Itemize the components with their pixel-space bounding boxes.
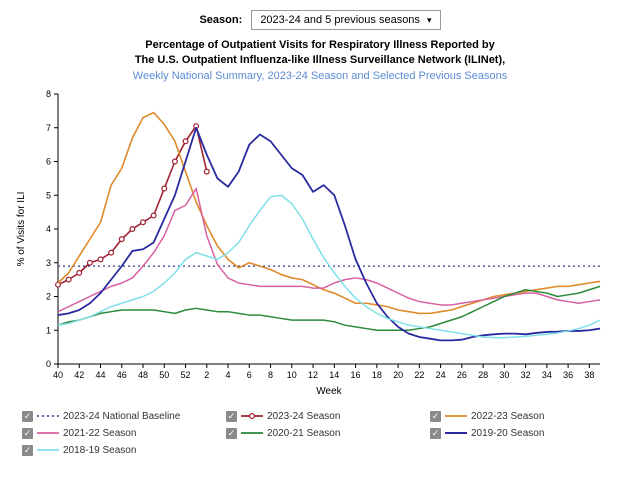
svg-text:7: 7 — [46, 122, 51, 132]
legend-label: 2022-23 Season — [471, 411, 544, 422]
legend-item-2324[interactable]: ✓ 2023-24 Season — [226, 411, 426, 422]
caret-down-icon: ▾ — [427, 15, 432, 25]
checkbox-icon: ✓ — [226, 411, 237, 422]
legend: ✓ 2023-24 National Baseline ✓ 2023-24 Se… — [10, 411, 630, 456]
svg-text:8: 8 — [46, 89, 51, 99]
svg-text:28: 28 — [478, 370, 488, 380]
legend-label: 2023-24 Season — [267, 411, 340, 422]
legend-swatch-baseline — [37, 411, 59, 421]
season-selector-row: Season: 2023-24 and 5 previous seasons ▾ — [10, 10, 630, 30]
svg-text:10: 10 — [287, 370, 297, 380]
svg-text:% of Visits for ILI: % of Visits for ILI — [16, 191, 27, 266]
legend-item-2021[interactable]: ✓ 2020-21 Season — [226, 428, 426, 439]
legend-swatch-2324 — [241, 411, 263, 421]
svg-text:6: 6 — [247, 370, 252, 380]
legend-swatch-1920 — [445, 428, 467, 438]
legend-swatch-2021 — [241, 428, 263, 438]
svg-text:20: 20 — [393, 370, 403, 380]
legend-label: 2023-24 National Baseline — [63, 411, 180, 422]
legend-item-2122[interactable]: ✓ 2021-22 Season — [22, 428, 222, 439]
legend-label: 2018-19 Season — [63, 445, 136, 456]
legend-swatch-2223 — [445, 411, 467, 421]
checkbox-icon: ✓ — [22, 445, 33, 456]
svg-text:2: 2 — [204, 370, 209, 380]
svg-text:46: 46 — [117, 370, 127, 380]
svg-text:32: 32 — [521, 370, 531, 380]
chart-subtitle: Weekly National Summary, 2023-24 Season … — [10, 70, 630, 82]
legend-item-1819[interactable]: ✓ 2018-19 Season — [22, 445, 222, 456]
svg-text:42: 42 — [74, 370, 84, 380]
season-label: Season: — [199, 14, 242, 26]
checkbox-icon: ✓ — [226, 428, 237, 439]
legend-item-2223[interactable]: ✓ 2022-23 Season — [430, 411, 630, 422]
svg-text:Week: Week — [316, 386, 342, 397]
svg-text:52: 52 — [181, 370, 191, 380]
svg-text:18: 18 — [372, 370, 382, 380]
svg-text:8: 8 — [268, 370, 273, 380]
svg-text:22: 22 — [414, 370, 424, 380]
svg-text:4: 4 — [226, 370, 231, 380]
svg-text:44: 44 — [96, 370, 106, 380]
svg-text:2: 2 — [46, 291, 51, 301]
line-chart: 0123456784042444648505224681012141618202… — [10, 88, 610, 398]
svg-text:3: 3 — [46, 257, 51, 267]
chart-area: 0123456784042444648505224681012141618202… — [10, 88, 630, 403]
chart-title-line1: Percentage of Outpatient Visits for Resp… — [10, 38, 630, 53]
season-dropdown-value: 2023-24 and 5 previous seasons — [260, 14, 420, 26]
svg-text:50: 50 — [159, 370, 169, 380]
svg-text:6: 6 — [46, 156, 51, 166]
legend-swatch-2122 — [37, 428, 59, 438]
checkbox-icon: ✓ — [22, 411, 33, 422]
svg-text:36: 36 — [563, 370, 573, 380]
svg-text:16: 16 — [351, 370, 361, 380]
svg-text:4: 4 — [46, 224, 51, 234]
svg-text:5: 5 — [46, 190, 51, 200]
legend-swatch-1819 — [37, 445, 59, 455]
svg-text:12: 12 — [308, 370, 318, 380]
checkbox-icon: ✓ — [430, 411, 441, 422]
legend-label: 2020-21 Season — [267, 428, 340, 439]
svg-text:24: 24 — [436, 370, 446, 380]
season-dropdown[interactable]: 2023-24 and 5 previous seasons ▾ — [251, 10, 440, 30]
svg-text:0: 0 — [46, 359, 51, 369]
svg-text:30: 30 — [499, 370, 509, 380]
legend-item-baseline[interactable]: ✓ 2023-24 National Baseline — [22, 411, 222, 422]
checkbox-icon: ✓ — [430, 428, 441, 439]
svg-text:48: 48 — [138, 370, 148, 380]
svg-text:38: 38 — [584, 370, 594, 380]
svg-text:34: 34 — [542, 370, 552, 380]
chart-title-line2: The U.S. Outpatient Influenza-like Illne… — [10, 53, 630, 68]
svg-text:1: 1 — [46, 325, 51, 335]
checkbox-icon: ✓ — [22, 428, 33, 439]
legend-label: 2019-20 Season — [471, 428, 544, 439]
legend-item-1920[interactable]: ✓ 2019-20 Season — [430, 428, 630, 439]
svg-text:14: 14 — [329, 370, 339, 380]
chart-title: Percentage of Outpatient Visits for Resp… — [10, 38, 630, 68]
legend-label: 2021-22 Season — [63, 428, 136, 439]
svg-text:40: 40 — [53, 370, 63, 380]
svg-text:26: 26 — [457, 370, 467, 380]
